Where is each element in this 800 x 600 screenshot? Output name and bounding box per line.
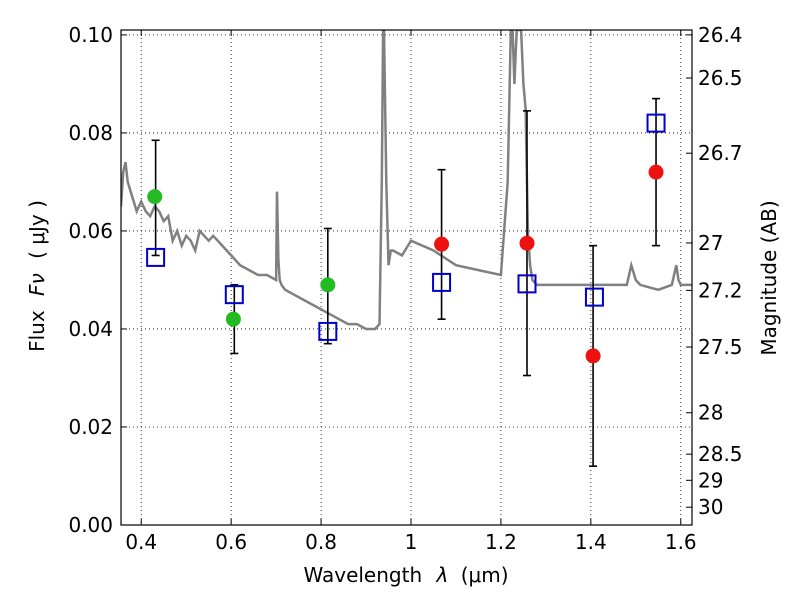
model-layer <box>121 30 692 331</box>
y-tick-label: 0.08 <box>68 121 113 145</box>
y-tick-label: 0.06 <box>68 219 113 243</box>
grid <box>121 30 692 525</box>
model-band-square <box>432 272 452 292</box>
tick-layer: 0.4 0.6 0.8 1 1.2 1.4 1.6 0.00 0.02 0.04 0.06 0.08 0… <box>68 23 742 554</box>
model-band-square <box>646 113 666 133</box>
y2-tick-label: 30 <box>698 495 723 519</box>
x-tick-label: 1.2 <box>485 530 517 554</box>
x-tick-label: 1.6 <box>665 530 697 554</box>
model-band-square <box>224 285 244 305</box>
y2-tick-label: 28 <box>698 401 723 425</box>
red-data-point <box>585 348 601 364</box>
y-tick-label: 0.04 <box>68 317 113 341</box>
y2-axis-label: Magnitude (AB) <box>757 200 781 355</box>
y2-tick-label: 27.5 <box>698 335 743 359</box>
errorbar-layer <box>151 97 661 467</box>
model-band-square <box>318 321 338 341</box>
red-data-point <box>648 164 664 180</box>
model-band-square <box>146 247 166 267</box>
y2-tick-label: 28.5 <box>698 442 743 466</box>
x-tick-label: 1 <box>405 530 418 554</box>
green-data-point <box>320 277 336 293</box>
y-axis-label: Flux Fν ( μJy ) <box>25 200 49 352</box>
model-sed-line <box>121 30 692 331</box>
y2-tick-label: 29 <box>698 468 723 492</box>
x-tick-label: 0.6 <box>215 530 247 554</box>
y2-tick-label: 26.4 <box>698 23 743 47</box>
green-data-point <box>225 311 241 327</box>
x-tick-label: 1.4 <box>575 530 607 554</box>
x-tick-label: 0.4 <box>125 530 157 554</box>
y2-tick-label: 27.2 <box>698 278 743 302</box>
y2-tick-label: 27 <box>698 231 723 255</box>
y2-tick-label: 26.7 <box>698 141 743 165</box>
y-tick-label: 0.02 <box>68 415 113 439</box>
red-data-point <box>434 236 450 252</box>
y-tick-label: 0.10 <box>68 23 113 47</box>
green-data-point <box>147 189 163 205</box>
red-data-point <box>519 235 535 251</box>
x-tick-label: 0.8 <box>305 530 337 554</box>
y-tick-label: 0.00 <box>68 513 113 537</box>
y2-tick-label: 26.5 <box>698 66 743 90</box>
model-band-square <box>517 274 537 294</box>
point-layer <box>146 113 666 364</box>
model-band-square <box>584 287 604 307</box>
plot-frame <box>120 29 693 526</box>
x-axis-label: Wavelength λ (μm) <box>303 563 508 587</box>
